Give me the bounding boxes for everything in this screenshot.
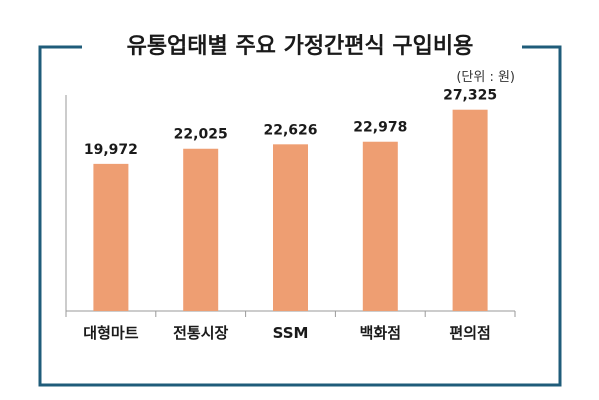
bar-2 xyxy=(183,148,219,311)
data-label-2: 22,025 xyxy=(174,127,228,143)
chart-title: 유통업태별 주요 가정간편식 구입비용 xyxy=(40,34,560,60)
category-label-2: 전통시장 xyxy=(173,324,228,342)
category-label-5: 편의점 xyxy=(449,324,490,342)
category-label-4: 백화점 xyxy=(360,324,401,342)
bar-5 xyxy=(452,109,488,311)
data-label-1: 19,972 xyxy=(84,142,138,158)
plot-area: 19,972 대형마트 22,025 전통시장 22,626 SSM 22,978 백화점 27… xyxy=(65,88,516,342)
category-label-1: 대형마트 xyxy=(83,324,138,342)
bar-3 xyxy=(273,144,308,311)
data-label-4: 22,978 xyxy=(353,120,407,136)
unit-note: (단위 : 원) xyxy=(456,70,515,85)
bar-1 xyxy=(93,163,129,311)
data-label-5: 27,325 xyxy=(443,88,497,104)
data-label-3: 22,626 xyxy=(263,122,317,138)
category-label-3: SSM xyxy=(273,324,309,342)
frame-border xyxy=(38,45,562,387)
bar-4 xyxy=(362,141,398,311)
